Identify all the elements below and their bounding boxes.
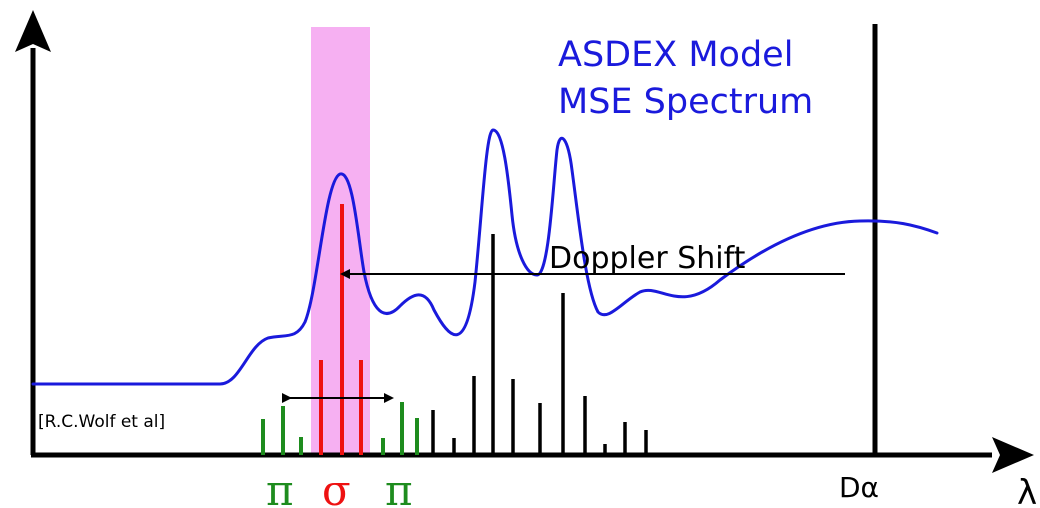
pi-right-label: π bbox=[385, 466, 413, 508]
lambda-label: λ bbox=[1017, 473, 1037, 508]
impurity-lines bbox=[431, 234, 648, 455]
title-line-2: MSE Spectrum bbox=[558, 82, 813, 122]
spectrum-curve bbox=[31, 128, 939, 386]
sigma-lines bbox=[319, 204, 363, 455]
pi-left-label: π bbox=[266, 466, 294, 508]
pi-lines bbox=[261, 402, 419, 455]
x-axis-arrowhead bbox=[992, 437, 1034, 473]
title-line-1: ASDEX Model bbox=[558, 35, 793, 75]
sigma-label: σ bbox=[322, 466, 351, 508]
d-alpha-label: Dα bbox=[839, 471, 879, 504]
doppler-shift-label: Doppler Shift bbox=[549, 241, 746, 276]
citation-label: [R.C.Wolf et al] bbox=[38, 412, 165, 432]
y-axis-arrowhead bbox=[15, 10, 51, 52]
